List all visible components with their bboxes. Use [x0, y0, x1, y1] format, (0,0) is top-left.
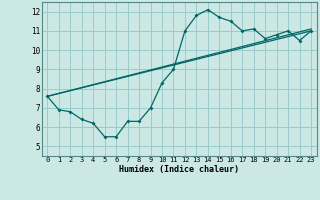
- X-axis label: Humidex (Indice chaleur): Humidex (Indice chaleur): [119, 165, 239, 174]
